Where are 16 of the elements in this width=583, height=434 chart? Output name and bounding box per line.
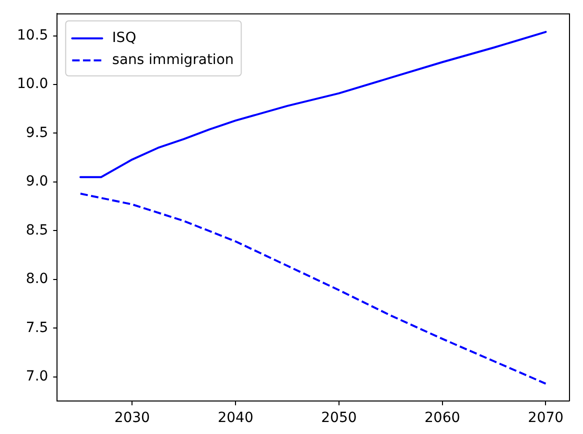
- x-tick-label: 2040: [218, 410, 254, 426]
- x-tick-label: 2060: [424, 410, 460, 426]
- y-tick-label: 10.0: [17, 76, 48, 92]
- y-tick-label: 10.5: [17, 27, 48, 44]
- legend-label: sans immigration: [112, 52, 234, 68]
- y-tick-label: 9.0: [26, 174, 48, 190]
- x-tick-label: 2070: [528, 410, 564, 426]
- y-tick-label: 9.5: [26, 124, 48, 141]
- y-tick-label: 7.0: [26, 368, 48, 384]
- legend-label: ISQ: [112, 30, 136, 46]
- line-series: [79, 192, 547, 385]
- y-tick-label: 8.0: [26, 271, 48, 288]
- y-tick-label: 7.5: [26, 320, 48, 336]
- x-tick-label: 2050: [321, 410, 357, 426]
- x-tick-label: 2030: [114, 410, 150, 426]
- y-tick-label: 8.5: [26, 222, 48, 238]
